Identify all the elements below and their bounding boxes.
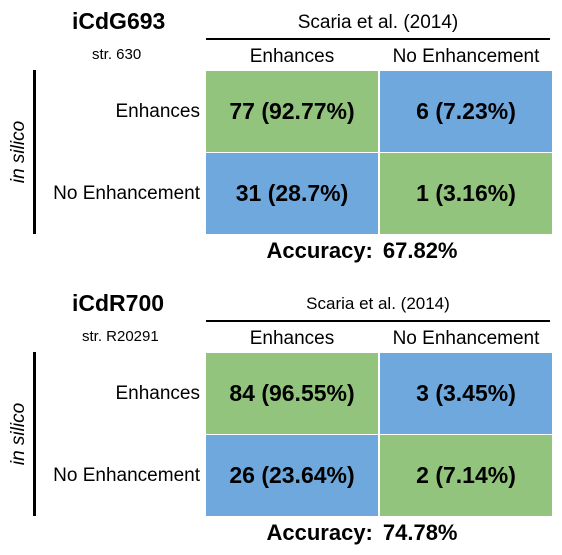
header-divider (206, 38, 550, 40)
matrix-cell: 84 (96.55%) (206, 353, 378, 434)
column-header: Enhances (249, 46, 335, 67)
reference-label: Scaria et al. (2014) (297, 12, 459, 33)
accuracy-value: 67.82% (382, 238, 458, 263)
accuracy-summary: Accuracy: 74.78% (206, 520, 518, 546)
matrix-cell: 6 (7.23%) (380, 71, 552, 152)
matrix-cell: 2 (7.14%) (380, 435, 552, 516)
accuracy-summary: Accuracy: 67.82% (206, 238, 518, 264)
reference-label: Scaria et al. (2014) (306, 294, 450, 313)
column-header: No Enhancement (392, 328, 540, 349)
header-divider (206, 320, 550, 322)
matrix-cell: 77 (92.77%) (206, 71, 378, 152)
row-header: No Enhancement (53, 183, 200, 204)
model-title: iCdR700 (72, 290, 165, 316)
row-header: Enhances (115, 383, 200, 404)
row-axis-divider (33, 70, 36, 234)
accuracy-value: 74.78% (382, 520, 458, 545)
row-header: No Enhancement (53, 465, 200, 486)
matrix-cell: 31 (28.7%) (206, 153, 378, 234)
accuracy-label: Accuracy: (266, 238, 373, 263)
row-header: Enhances (115, 101, 200, 122)
matrix-cell: 26 (23.64%) (206, 435, 378, 516)
row-axis-divider (33, 352, 36, 516)
matrix-cell: 3 (3.45%) (380, 353, 552, 434)
confusion-matrix-panel: iCdG693 str. 630 Scaria et al. (2014) En… (0, 0, 562, 270)
strain-label: str. R20291 (82, 328, 159, 345)
matrix-cell: 1 (3.16%) (380, 153, 552, 234)
strain-label: str. 630 (92, 46, 142, 63)
column-header: No Enhancement (392, 46, 540, 67)
column-header: Enhances (249, 328, 335, 349)
row-axis-label: in silico (8, 120, 29, 184)
confusion-matrix-panel: iCdR700 str. R20291 Scaria et al. (2014)… (0, 282, 562, 552)
model-title: iCdG693 (72, 8, 166, 34)
row-axis-label: in silico (8, 402, 29, 466)
accuracy-label: Accuracy: (266, 520, 373, 545)
